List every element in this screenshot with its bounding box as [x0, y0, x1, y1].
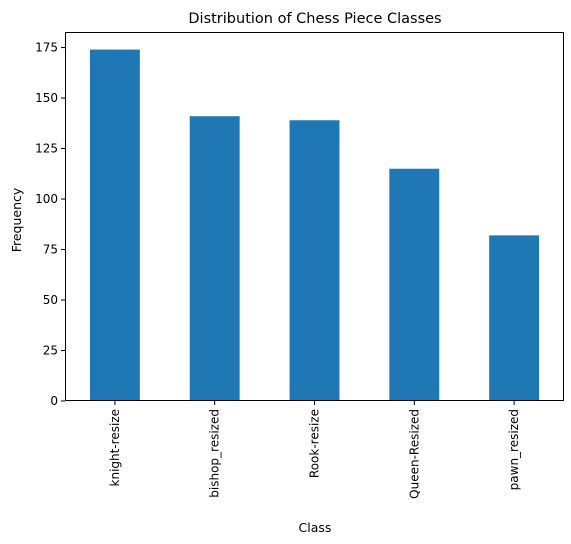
x-tick-label: pawn_resized: [507, 409, 521, 490]
y-tick-label: 0: [50, 394, 58, 408]
y-tick-label: 125: [35, 142, 58, 156]
y-tick-label: 50: [43, 293, 58, 307]
y-axis-label: Frequency: [9, 187, 24, 252]
bar-knight-resize: [89, 49, 140, 401]
x-axis-label: Class: [299, 520, 332, 535]
bar-Rook-resize: [289, 120, 340, 402]
y-tick-label: 75: [43, 243, 58, 257]
y-tick-label: 25: [43, 344, 58, 358]
x-tick-label: Rook-resize: [308, 409, 322, 478]
x-axis-ticks: knight-resize bishop_resized Rook-resize Qu…: [108, 401, 521, 499]
chart-title: Distribution of Chess Piece Classes: [188, 11, 441, 27]
x-tick-label: knight-resize: [108, 409, 122, 486]
bar-pawn_resized: [489, 235, 540, 401]
y-tick-label: 175: [35, 41, 58, 55]
bar-Queen-Resized: [389, 168, 440, 401]
y-tick-label: 100: [35, 192, 58, 206]
plot-frame: [65, 32, 564, 401]
y-axis-ticks: 0 25 50 75 100 125 150 175: [35, 41, 65, 408]
x-tick-label: Queen-Resized: [407, 409, 421, 499]
y-tick-label: 150: [35, 91, 58, 105]
x-tick-label: bishop_resized: [208, 409, 222, 498]
bar-bishop_resized: [189, 116, 240, 401]
bars-group: [89, 49, 540, 402]
